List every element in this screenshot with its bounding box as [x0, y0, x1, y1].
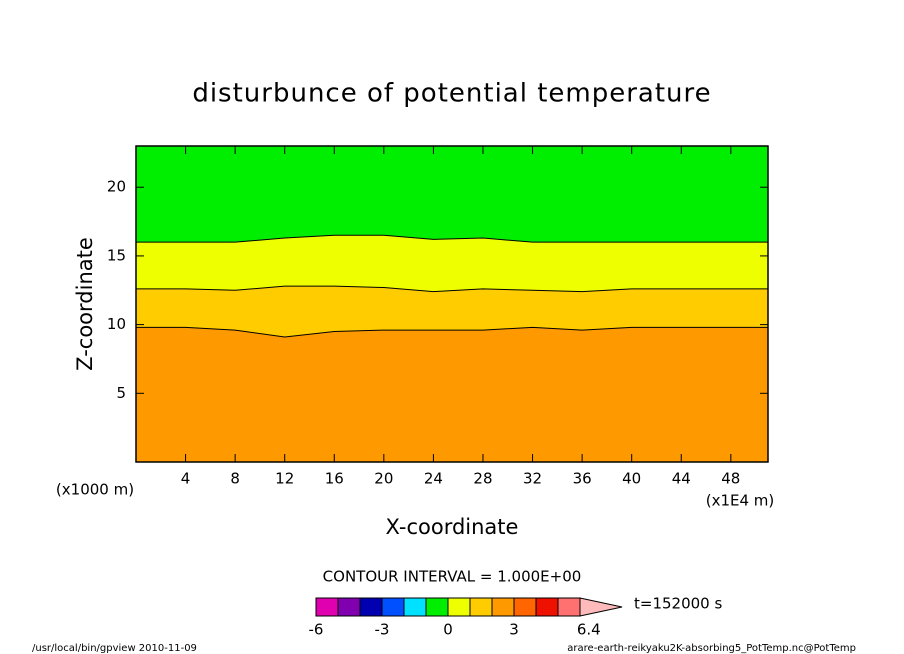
colorbar-box: [447, 597, 471, 617]
chart-title: disturbunce of potential temperature: [192, 79, 711, 109]
y-tick-label: 15: [107, 246, 126, 264]
colorbar-box: [337, 597, 361, 617]
contour-line: [136, 326, 768, 338]
colorbar-tick-label: 3: [509, 621, 519, 639]
x-tick-label: 40: [622, 470, 641, 488]
x-tick-label: 48: [721, 470, 740, 488]
colorbar-tick-label: -6: [309, 621, 324, 639]
x-tick-label: 44: [672, 470, 691, 488]
colorbar-box: [469, 597, 493, 617]
x-tick-label: 20: [374, 470, 393, 488]
x-unit: (x1E4 m): [706, 492, 775, 510]
y-tick-label: 10: [107, 315, 126, 333]
colorbar-extension: [579, 597, 623, 617]
x-tick-label: 12: [275, 470, 294, 488]
plot-frame: [135, 145, 769, 463]
colorbar-box: [425, 597, 449, 617]
colorbar-tick-label: 6.4: [577, 621, 601, 639]
y-unit: (x1000 m): [56, 481, 134, 499]
colorbar-box: [557, 597, 581, 617]
contour-fill: [136, 327, 768, 462]
contour-line: [136, 285, 768, 293]
contour-line: [136, 234, 768, 243]
x-axis-label: X-coordinate: [386, 515, 519, 539]
colorbar-box: [359, 597, 383, 617]
x-tick-label: 4: [181, 470, 191, 488]
y-axis-label: Z-coordinate: [73, 237, 97, 371]
x-tick-label: 36: [573, 470, 592, 488]
colorbar-box: [381, 597, 405, 617]
x-tick-label: 32: [523, 470, 542, 488]
contour-interval: CONTOUR INTERVAL = 1.000E+00: [323, 568, 582, 586]
x-tick-label: 24: [424, 470, 443, 488]
colorbar-tick-label: -3: [375, 621, 390, 639]
colorbar-box: [403, 597, 427, 617]
colorbar-box: [315, 597, 339, 617]
colorbar-box: [491, 597, 515, 617]
y-tick-label: 20: [107, 178, 126, 196]
x-tick-label: 16: [325, 470, 344, 488]
x-tick-label: 8: [230, 470, 240, 488]
y-tick-label: 5: [116, 384, 126, 402]
footer-right: arare-earth-reikyaku2K-absorbing5_PotTem…: [567, 643, 856, 654]
colorbar-box: [513, 597, 537, 617]
footer-left: /usr/local/bin/gpview 2010-11-09: [32, 643, 197, 654]
time-label: t=152000 s: [634, 595, 722, 613]
x-tick-label: 28: [473, 470, 492, 488]
colorbar-box: [535, 597, 559, 617]
colorbar-tick-label: 0: [443, 621, 453, 639]
